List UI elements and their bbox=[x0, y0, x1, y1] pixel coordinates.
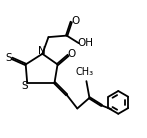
Text: S: S bbox=[6, 53, 12, 63]
Text: N: N bbox=[38, 46, 45, 56]
Text: CH₃: CH₃ bbox=[76, 67, 94, 77]
Text: OH: OH bbox=[78, 38, 94, 48]
Text: O: O bbox=[71, 16, 79, 26]
Text: S: S bbox=[22, 81, 28, 91]
Text: O: O bbox=[68, 49, 76, 59]
